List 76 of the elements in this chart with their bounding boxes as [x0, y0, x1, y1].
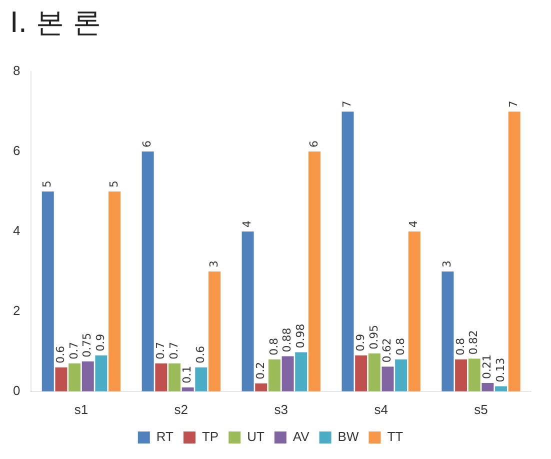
data-label: 0.2: [254, 362, 267, 380]
data-label: 5: [40, 180, 54, 188]
bar: [142, 152, 154, 392]
bar: [155, 363, 168, 392]
y-tick-label: 4: [12, 223, 20, 238]
bar: [355, 355, 368, 392]
data-label: 7: [507, 100, 520, 108]
bar: [342, 112, 354, 392]
y-tick-label: 0: [12, 382, 20, 398]
data-label: 0.1: [180, 366, 194, 384]
x-tick-label: s4: [374, 402, 388, 417]
bar: [68, 363, 81, 392]
chart-title: I. 본 론: [10, 6, 101, 40]
data-label: 4: [240, 220, 254, 228]
bar: [382, 366, 394, 392]
bar: [408, 232, 420, 392]
data-label: 0.9: [354, 334, 367, 352]
bar: [168, 363, 180, 392]
data-label: 7: [340, 100, 354, 108]
x-tick-label: s3: [274, 402, 288, 417]
data-label: 0.6: [54, 346, 68, 364]
y-tick-label: 2: [12, 303, 20, 318]
data-label: 0.88: [280, 328, 294, 352]
x-tick-label: s2: [174, 402, 188, 417]
data-label: 4: [407, 220, 420, 228]
data-label: 0.21: [480, 354, 494, 380]
bar: [268, 359, 280, 392]
data-label: 5: [107, 180, 120, 188]
data-label: 0.7: [67, 342, 80, 360]
data-label: 6: [307, 140, 320, 148]
data-label: 0.13: [494, 358, 507, 382]
y-tick-label: 8: [12, 63, 20, 78]
data-label: 0.7: [167, 342, 180, 360]
bar: [108, 192, 121, 392]
data-label: 3: [207, 260, 220, 268]
bar: [195, 367, 208, 392]
bar: [482, 383, 494, 392]
x-tick-label: s5: [474, 402, 488, 417]
data-label: 0.8: [454, 338, 467, 356]
data-label: 0.9: [94, 334, 108, 352]
data-label: 0.98: [294, 324, 307, 348]
legend-label: AV: [292, 429, 310, 444]
data-label: 0.75: [80, 332, 94, 358]
data-label: 3: [440, 260, 454, 268]
bar: [42, 192, 54, 392]
y-tick-label: 6: [12, 143, 20, 158]
data-label: 6: [140, 140, 154, 148]
bar: [395, 359, 408, 392]
data-label: 0.8: [394, 338, 407, 356]
bar: [468, 358, 480, 392]
data-label: 0.8: [267, 338, 280, 356]
bar: [55, 367, 68, 392]
bar: [295, 352, 308, 392]
bar: [208, 271, 220, 392]
bar: [495, 386, 508, 392]
legend-label: TP: [202, 429, 219, 444]
bar: [455, 359, 468, 392]
bar: [368, 353, 380, 392]
bar: [82, 361, 94, 392]
data-label: 0.7: [154, 342, 168, 360]
bar: [242, 232, 254, 392]
bar: [255, 383, 268, 392]
bar: [95, 355, 108, 392]
legend-label: BW: [338, 429, 360, 444]
bar: [508, 112, 520, 392]
data-label: 0.82: [467, 330, 480, 355]
bar: [308, 152, 320, 392]
data-label: 0.62: [380, 338, 394, 363]
bar: [442, 271, 454, 392]
x-tick-label: s1: [74, 402, 88, 417]
legend-label: RT: [156, 429, 174, 444]
bar: [282, 356, 294, 392]
data-label: 0.95: [367, 324, 380, 350]
data-label: 0.6: [194, 346, 208, 364]
legend-label: TT: [387, 429, 404, 444]
legend-label: UT: [247, 429, 264, 444]
